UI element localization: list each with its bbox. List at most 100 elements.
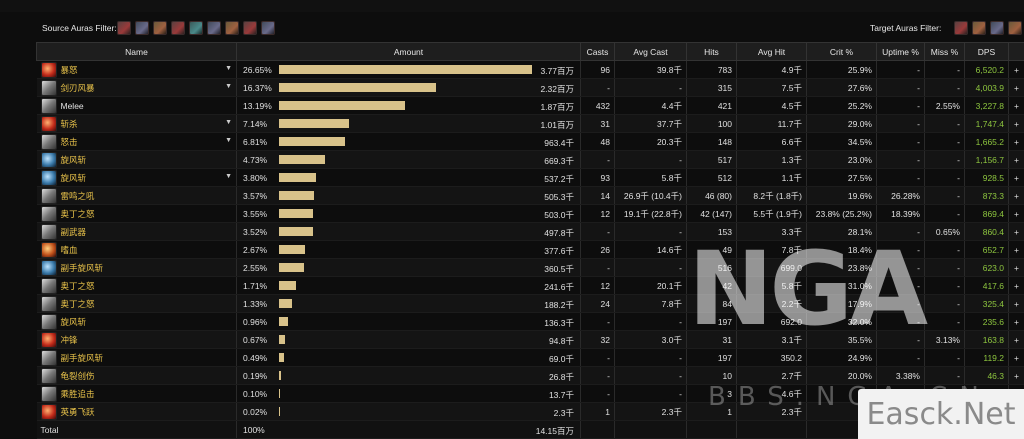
spell-name-cell[interactable]: 奥丁之怒 xyxy=(36,276,237,295)
add-row-button[interactable]: + xyxy=(1008,366,1024,385)
spell-name[interactable]: 奥丁之怒 xyxy=(60,208,95,219)
add-row-button[interactable]: + xyxy=(1008,168,1024,187)
add-row-button[interactable]: + xyxy=(1008,60,1024,79)
spell-name[interactable]: 奥丁之怒 xyxy=(60,280,95,291)
source-aura-5-icon[interactable] xyxy=(189,21,203,35)
table-row[interactable]: 奥丁之怒 1.33% 188.2千 24 7.8千 84 2.2千 17.9% - -325.4 + xyxy=(36,294,1024,313)
table-row[interactable]: 怒击 ▼ 6.81% 963.4千 48 20.3千 148 6.6千 34.5% - -1,665… xyxy=(36,132,1024,151)
table-row[interactable]: 斩杀 ▼ 7.14% 1.01百万 31 37.7千 100 11.7千 29.0% - -1,74… xyxy=(36,114,1024,133)
spell-name[interactable]: 斩杀 xyxy=(60,118,78,129)
spell-name-cell[interactable]: 冲锋 xyxy=(36,330,237,349)
add-row-button[interactable]: + xyxy=(1008,276,1024,295)
add-row-button[interactable]: + xyxy=(1008,222,1024,241)
source-aura-1-icon[interactable] xyxy=(117,21,131,35)
add-row-button[interactable]: + xyxy=(1008,294,1024,313)
add-row-button[interactable]: + xyxy=(1008,330,1024,349)
table-row[interactable]: 奥丁之怒 3.55% 503.0千 12 19.1千 (22.8千) 42 (147) 5.… xyxy=(36,204,1024,223)
spell-name[interactable]: Melee xyxy=(60,100,84,111)
add-row-button[interactable]: + xyxy=(1008,186,1024,205)
column-header-name[interactable]: Name xyxy=(36,42,237,61)
target-aura-3-icon[interactable] xyxy=(990,21,1004,35)
expand-caret-icon[interactable]: ▼ xyxy=(225,83,232,90)
column-header-casts[interactable]: Casts xyxy=(580,42,615,61)
table-row[interactable]: 旋风斩 4.73% 669.3千 - -517 1.3千 23.0% - -1,156.7 + xyxy=(36,150,1024,169)
spell-name[interactable]: 暴怒 xyxy=(60,64,78,75)
spell-name-cell[interactable]: 英勇飞跃 xyxy=(36,402,237,421)
spell-name[interactable]: 奥丁之怒 xyxy=(60,298,95,309)
expand-caret-icon[interactable]: ▼ xyxy=(225,173,232,180)
target-aura-1-icon[interactable] xyxy=(954,21,968,35)
table-row[interactable]: 旋风斩 0.96% 136.3千 - -197 692.0 32.0% - -235.6 + xyxy=(36,312,1024,331)
add-row-button[interactable]: + xyxy=(1008,78,1024,97)
spell-name[interactable]: 怒击 xyxy=(60,136,78,147)
column-header-hits[interactable]: Hits xyxy=(686,42,737,61)
table-row[interactable]: 冲锋 0.67% 94.8千 32 3.0千 31 3.1千 35.5% -3.13% 163.8… xyxy=(36,330,1024,349)
spell-name[interactable]: 副手旋风斩 xyxy=(60,352,104,363)
source-aura-4-icon[interactable] xyxy=(171,21,185,35)
source-aura-9-icon[interactable] xyxy=(261,21,275,35)
spell-name[interactable]: 剑刃风暴 xyxy=(60,82,95,93)
spell-name[interactable]: 乘胜追击 xyxy=(60,388,95,399)
spell-name-cell[interactable]: 奥丁之怒 xyxy=(36,204,237,223)
add-row-button[interactable]: + xyxy=(1008,96,1024,115)
spell-name[interactable]: 冲锋 xyxy=(60,334,78,345)
table-row[interactable]: 旋风斩 ▼ 3.80% 537.2千 93 5.8千 512 1.1千 27.5% - -928.5… xyxy=(36,168,1024,187)
add-row-button[interactable]: + xyxy=(1008,258,1024,277)
column-header-avg-hit[interactable]: Avg Hit xyxy=(736,42,807,61)
expand-caret-icon[interactable]: ▼ xyxy=(225,137,232,144)
spell-name-cell[interactable]: 剑刃风暴 ▼ xyxy=(36,78,237,97)
source-aura-3-icon[interactable] xyxy=(153,21,167,35)
spell-name[interactable]: 英勇飞跃 xyxy=(60,406,95,417)
table-row[interactable]: Melee 13.19% 1.87百万 432 4.4千 421 4.5千 25.2% -2.5… xyxy=(36,96,1024,115)
target-aura-2-icon[interactable] xyxy=(972,21,986,35)
add-row-button[interactable]: + xyxy=(1008,204,1024,223)
spell-name-cell[interactable]: 旋风斩 xyxy=(36,312,237,331)
source-aura-2-icon[interactable] xyxy=(135,21,149,35)
spell-name[interactable]: 龟裂创伤 xyxy=(60,370,95,381)
table-row[interactable]: 龟裂创伤 0.19% 26.8千 - -10 2.7千 20.0% 3.38% -46.3 + xyxy=(36,366,1024,385)
spell-name-cell[interactable]: 暴怒 ▼ xyxy=(36,60,237,79)
column-header-dps[interactable]: DPS xyxy=(964,42,1009,61)
expand-caret-icon[interactable]: ▼ xyxy=(225,119,232,126)
spell-name-cell[interactable]: 龟裂创伤 xyxy=(36,366,237,385)
column-header-uptime[interactable]: Uptime % xyxy=(876,42,925,61)
spell-name-cell[interactable]: 斩杀 ▼ xyxy=(36,114,237,133)
spell-name[interactable]: 嗜血 xyxy=(60,244,78,255)
table-row[interactable]: 副手旋风斩 0.49% 69.0千 - -197 350.2 24.9% - -119.2 + xyxy=(36,348,1024,367)
table-row[interactable]: 雷鸣之吼 3.57% 505.3千 14 26.9千 (10.4千) 46 (80) 8.2… xyxy=(36,186,1024,205)
spell-name-cell[interactable]: 副武器 xyxy=(36,222,237,241)
spell-name[interactable]: 副武器 xyxy=(60,226,87,237)
spell-name-cell[interactable]: 奥丁之怒 xyxy=(36,294,237,313)
target-aura-4-icon[interactable] xyxy=(1008,21,1022,35)
spell-name[interactable]: 旋风斩 xyxy=(60,154,87,165)
spell-name-cell[interactable]: 怒击 ▼ xyxy=(36,132,237,151)
spell-name-cell[interactable]: 乘胜追击 xyxy=(36,384,237,403)
add-row-button[interactable]: + xyxy=(1008,240,1024,259)
spell-name-cell[interactable]: Melee xyxy=(36,96,237,115)
add-row-button[interactable]: + xyxy=(1008,348,1024,367)
spell-name-cell[interactable]: 副手旋风斩 xyxy=(36,258,237,277)
add-row-button[interactable]: + xyxy=(1008,150,1024,169)
add-row-button[interactable]: + xyxy=(1008,114,1024,133)
table-row[interactable]: 剑刃风暴 ▼ 16.37% 2.32百万 - -315 7.5千 27.6% - -4,003.9… xyxy=(36,78,1024,97)
add-row-button[interactable]: + xyxy=(1008,312,1024,331)
spell-name-cell[interactable]: 嗜血 xyxy=(36,240,237,259)
source-aura-7-icon[interactable] xyxy=(225,21,239,35)
add-row-button[interactable]: + xyxy=(1008,132,1024,151)
column-header-miss[interactable]: Miss % xyxy=(924,42,965,61)
spell-name-cell[interactable]: 雷鸣之吼 xyxy=(36,186,237,205)
spell-name[interactable]: 副手旋风斩 xyxy=(60,262,104,273)
expand-caret-icon[interactable]: ▼ xyxy=(225,65,232,72)
source-aura-8-icon[interactable] xyxy=(243,21,257,35)
spell-name-cell[interactable]: 旋风斩 ▼ xyxy=(36,168,237,187)
table-row[interactable]: 暴怒 ▼ 26.65% 3.77百万 96 39.8千 783 4.9千 25.9% - -6,52… xyxy=(36,60,1024,79)
spell-name-cell[interactable]: 副手旋风斩 xyxy=(36,348,237,367)
column-header-crit[interactable]: Crit % xyxy=(806,42,877,61)
table-row[interactable]: 副武器 3.52% 497.8千 - -153 3.3千 28.1% -0.65% 860.4 + xyxy=(36,222,1024,241)
column-header-amount[interactable]: Amount xyxy=(236,42,581,61)
source-aura-6-icon[interactable] xyxy=(207,21,221,35)
spell-name[interactable]: 旋风斩 xyxy=(60,316,87,327)
spell-name[interactable]: 雷鸣之吼 xyxy=(60,190,95,201)
table-row[interactable]: 副手旋风斩 2.55% 360.5千 - -516 699.0 23.8% - -623.0 + xyxy=(36,258,1024,277)
spell-name-cell[interactable]: 旋风斩 xyxy=(36,150,237,169)
